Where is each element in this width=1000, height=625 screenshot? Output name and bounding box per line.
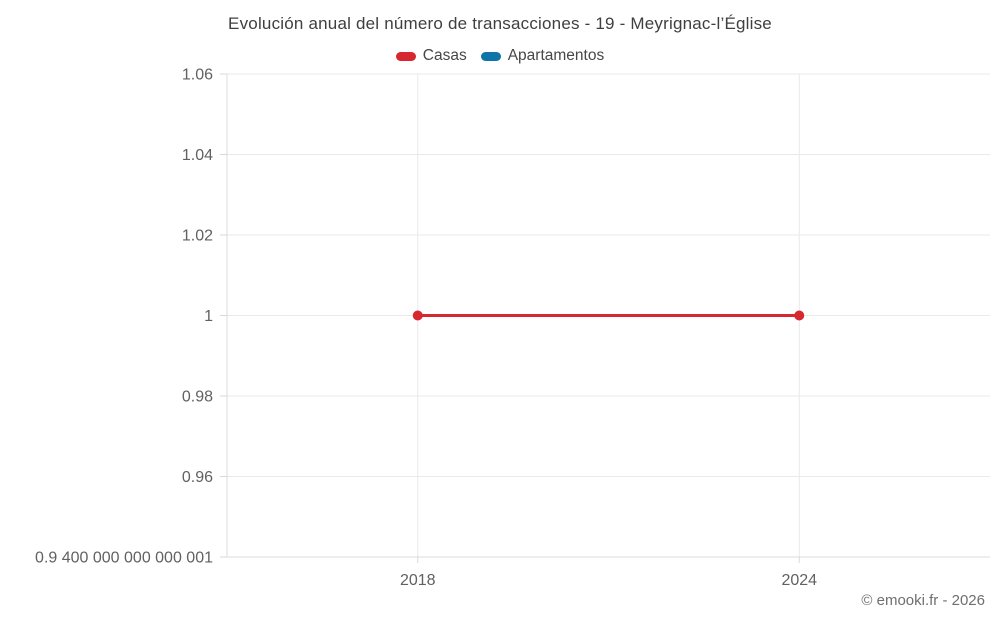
attribution: © emooki.fr - 2026 <box>861 592 985 609</box>
y-tick-label: 1.06 <box>182 67 213 84</box>
legend-item-casas[interactable]: Casas <box>395 47 467 65</box>
legend-label: Casas <box>422 47 467 64</box>
y-tick-label: 1.02 <box>182 228 213 245</box>
y-tick-label: 1 <box>204 308 213 325</box>
chart-legend: Casas Apartamentos <box>0 46 1000 66</box>
legend-item-apartamentos[interactable]: Apartamentos <box>480 47 605 65</box>
data-point-casas[interactable] <box>412 310 423 321</box>
x-tick-label: 2024 <box>781 572 817 589</box>
y-tick-label: 0.98 <box>182 389 213 406</box>
legend-label: Apartamentos <box>507 47 605 64</box>
legend-swatch-casas <box>395 51 416 61</box>
chart-title: Evolución anual del número de transaccio… <box>228 14 772 33</box>
data-point-casas[interactable] <box>794 310 805 321</box>
y-tick-label: 1.04 <box>182 147 213 164</box>
y-tick-label: 0.9 400 000 000 000 001 <box>35 550 213 567</box>
x-tick-label: 2018 <box>400 572 436 589</box>
y-tick-label: 0.96 <box>182 469 213 486</box>
legend-swatch-apartamentos <box>480 51 501 61</box>
